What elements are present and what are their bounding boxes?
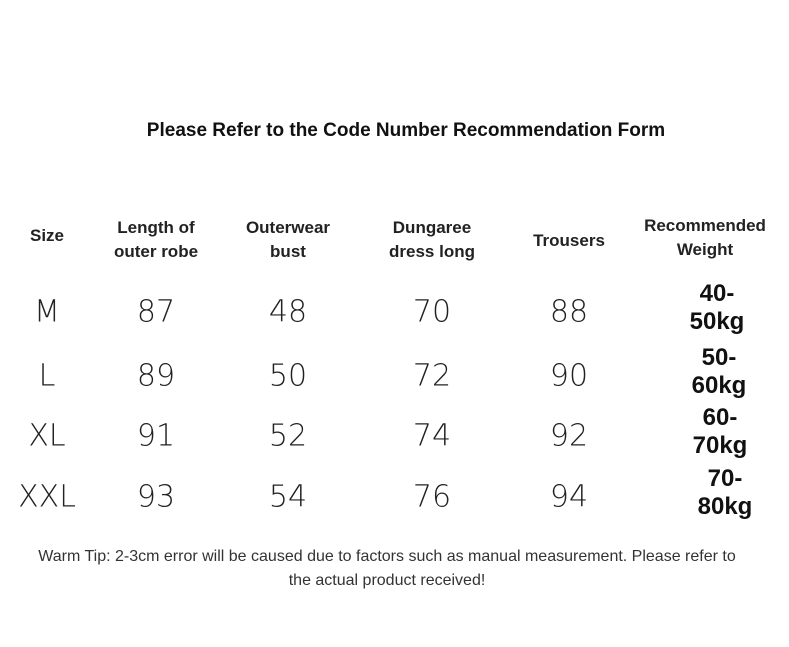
table-cell: 50 (268, 358, 308, 394)
table-cell: 92 (549, 418, 589, 454)
table-cell: XL (28, 418, 66, 454)
table-cell: 94 (549, 479, 589, 515)
weight-cell: 60-70kg (692, 404, 748, 459)
tip: Warm Tip: 2-3cm error will be caused due… (38, 548, 736, 589)
table-cell: 90 (549, 358, 589, 394)
table-cell: 52 (268, 418, 308, 454)
table-cell: 48 (268, 294, 308, 330)
table-cell: 88 (549, 294, 589, 330)
column-header: Recommended Weight (644, 216, 766, 259)
title: Please Refer to the Code Number Recommen… (146, 120, 666, 141)
table-cell: L (38, 358, 56, 394)
table-cell: XXL (18, 479, 76, 515)
table-cell: 70 (412, 294, 452, 330)
table-cell: 74 (412, 418, 452, 454)
column-header: Trousers (533, 231, 605, 250)
weight-cell: 70-80kg (697, 465, 753, 520)
table-cell: M (34, 294, 60, 330)
weight-cell: 40-50kg (689, 280, 745, 335)
column-header: Dungaree dress long (389, 218, 475, 261)
table-cell: 91 (136, 418, 176, 454)
weight-cell: 50-60kg (691, 344, 747, 399)
table-cell: 76 (412, 479, 452, 515)
table-cell: 89 (136, 358, 176, 394)
column-header: Size (29, 226, 65, 245)
column-header: Length of outer robe (113, 218, 199, 261)
table-cell: 54 (268, 479, 308, 515)
table-cell: 87 (136, 294, 176, 330)
table-cell: 72 (412, 358, 452, 394)
table-cell: 93 (136, 479, 176, 515)
column-header: Outerwear bust (245, 218, 331, 261)
